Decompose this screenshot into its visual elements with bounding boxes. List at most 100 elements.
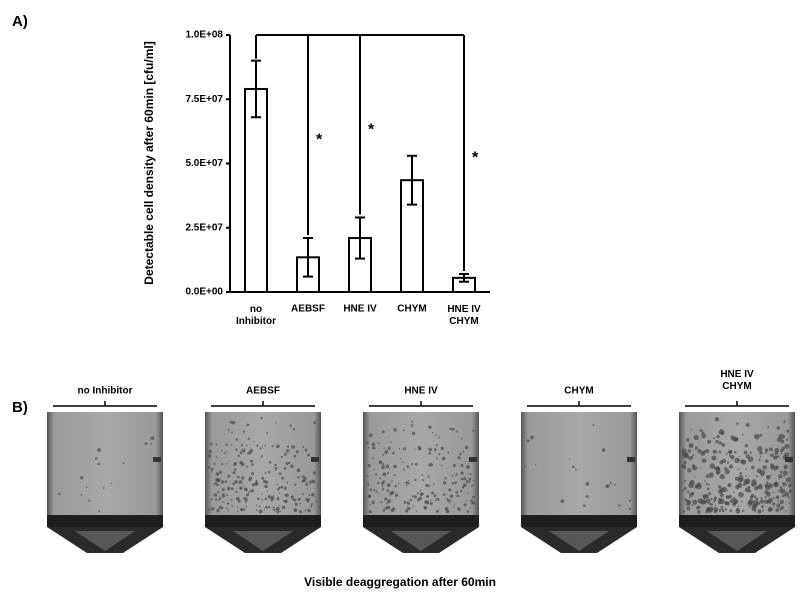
speckle [407,482,411,485]
speckle [245,505,248,508]
speckle [468,477,472,481]
speckle [236,475,240,479]
speckle [290,464,294,469]
speckle [701,458,707,463]
tube-mark [311,457,319,462]
speckle [253,441,256,443]
speckle [302,446,305,449]
speckle [231,431,233,434]
speckle [784,509,787,512]
speckle [761,505,765,509]
speckle [767,483,773,489]
speckle [411,420,414,423]
speckle [704,480,706,482]
speckle [209,442,213,446]
speckle [788,489,793,493]
speckle [438,499,440,502]
speckle [729,499,734,503]
text-line: Inhibitor [236,316,276,327]
speckle [682,489,685,492]
speckle [275,422,277,424]
speckle [757,446,763,452]
speckle [239,487,242,490]
speckle [227,474,231,478]
x-tick-label: no Inhibitor [236,304,276,327]
speckle [628,499,632,502]
speckle [405,481,409,485]
speckle [234,461,237,465]
speckle [753,508,757,512]
speckle [764,483,769,488]
speckle [255,480,258,484]
speckle [709,463,716,469]
speckle [694,486,697,489]
speckle [296,476,300,479]
speckle [280,485,284,489]
speckle [748,501,753,505]
speckle [304,509,307,512]
speckle [774,447,780,453]
speckle [372,446,376,450]
speckle [403,500,407,504]
speckle [271,445,274,448]
speckle [751,493,755,498]
speckle [382,472,387,477]
tube-mark [153,457,161,462]
speckle [231,420,236,425]
speckle [270,498,274,502]
speckle [720,506,724,509]
speckle [788,502,791,504]
speckle [782,470,788,476]
speckle [783,420,786,423]
photo-label: HNE IV CHYM [720,369,754,392]
speckle [744,443,749,448]
speckle [754,486,759,491]
speckle [457,507,461,511]
speckle [741,509,745,512]
speckle [368,510,372,514]
speckle [414,462,418,466]
speckle [208,450,212,454]
speckle [682,452,686,456]
speckle [294,502,298,506]
speckle [733,500,737,505]
speckle [366,475,369,478]
speckle [739,472,743,475]
speckle [526,439,530,443]
speckle [381,463,385,466]
speckle [728,450,733,455]
speckle [769,474,772,477]
speckle [696,506,700,510]
speckle [380,501,383,504]
speckle [770,453,774,458]
speckle [220,449,223,452]
speckle [381,482,385,485]
speckle [280,455,283,458]
speckle [268,460,272,464]
speckle [759,455,762,458]
speckle [701,433,707,439]
speckle [741,433,744,436]
speckle [428,452,432,455]
speckle [772,502,776,506]
speckle [305,482,309,486]
tube-body [521,412,637,515]
speckle [693,434,699,441]
speckle [784,443,790,449]
speckle [765,459,769,463]
speckle [379,477,382,480]
tube-cone-shine [549,531,609,551]
speckle [755,497,759,501]
speckle [721,486,727,493]
speckle [265,506,268,509]
tube-cone-shine [391,531,451,551]
speckle [606,484,610,488]
speckle [304,477,307,480]
speckle [776,503,781,508]
speckle [745,475,748,478]
speckle [736,507,740,511]
speckle [609,481,612,484]
speckle [85,486,88,489]
speckle [403,468,406,471]
speckle [87,499,91,502]
